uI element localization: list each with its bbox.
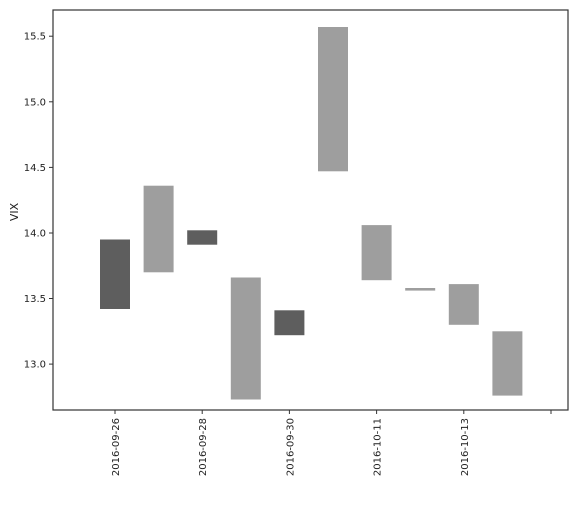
price-box [448,284,479,325]
x-tick-label: 2016-09-26 [111,418,122,476]
y-tick-label: 15.0 [24,97,46,108]
price-box [318,27,348,172]
price-box [100,239,130,309]
price-box [361,225,392,281]
x-axis: 2016-09-26 2016-09-28 2016-09-30 2016-10-11… [111,410,552,476]
price-box [405,288,436,291]
x-tick-label: 2016-09-28 [198,418,209,476]
plot-area [52,9,569,411]
y-tick-label: 13.0 [24,360,46,371]
x-tick-label: 2016-09-30 [285,418,296,476]
y-tick-label: 14.0 [24,229,46,240]
price-box [274,310,305,336]
price-box [187,230,218,245]
y-tick-label: 14.5 [24,163,46,174]
boxes-layer [100,27,523,400]
y-axis: 13.0 13.5 14.0 14.5 15.0 15.5 [24,32,53,371]
price-box [230,277,261,400]
y-tick-label: 13.5 [24,294,46,305]
y-tick-label: 15.5 [24,32,46,43]
x-tick-label: 2016-10-13 [460,418,471,476]
y-axis-label: VIX [8,202,21,221]
x-tick-label: 2016-10-11 [373,418,384,476]
price-box [492,331,523,396]
price-box [143,185,174,273]
